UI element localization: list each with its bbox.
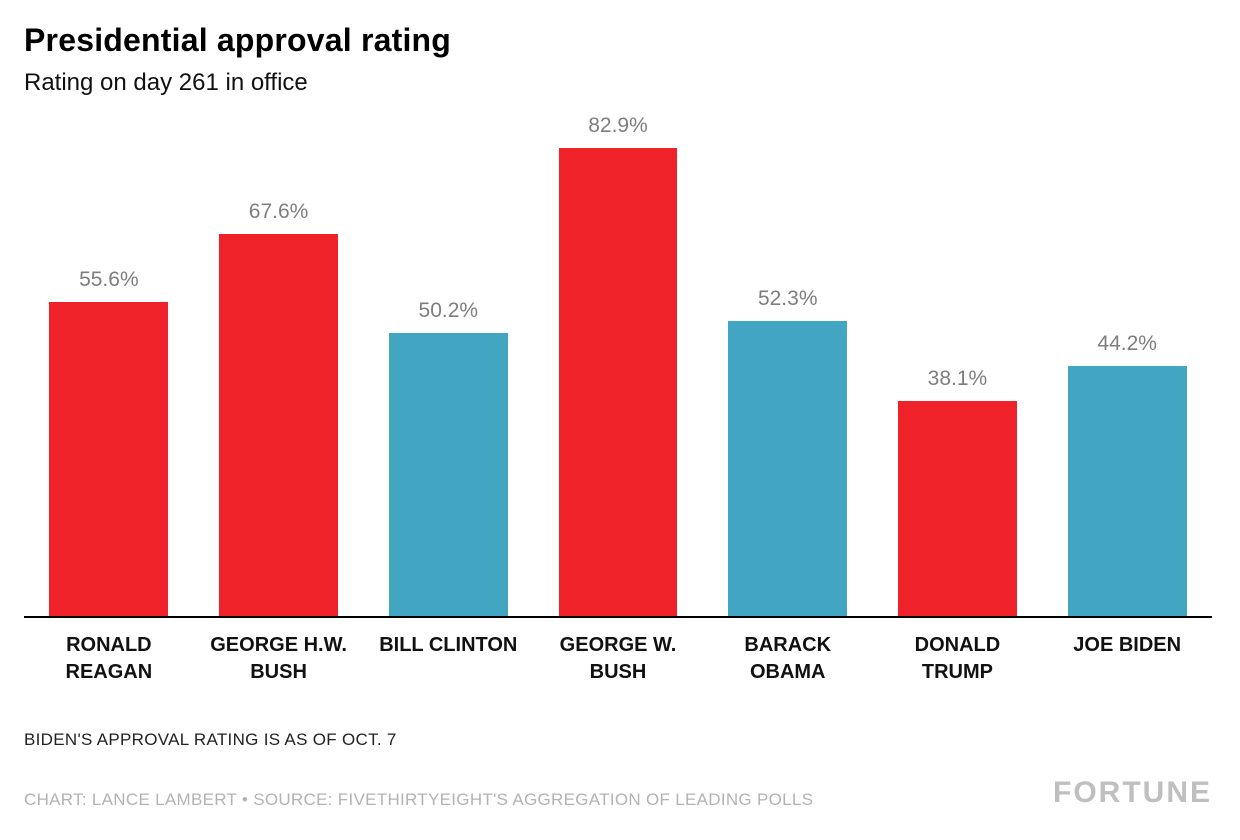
axis-label: RONALD REAGAN (65, 634, 153, 683)
axis-label: GEORGE H.W. BUSH (210, 634, 347, 683)
bar (49, 302, 169, 616)
chart-note: BIDEN'S APPROVAL RATING IS AS OF OCT. 7 (24, 730, 397, 749)
bar (898, 401, 1017, 616)
bar-column: 55.6% (24, 268, 194, 616)
axis-label: BILL CLINTON (379, 634, 518, 656)
bar-column: 44.2% (1042, 332, 1212, 616)
bar (558, 148, 678, 616)
bar-column: 50.2% (363, 299, 533, 616)
bar (388, 333, 508, 616)
bar-value-label: 82.9% (588, 114, 648, 137)
page-title: Presidential approval rating (24, 22, 452, 58)
axis-label: GEORGE W. BUSH (559, 634, 677, 683)
fortune-logo: FORTUNE (1053, 776, 1212, 809)
axis-label: DONALD TRUMP (914, 634, 1001, 683)
bar (219, 234, 338, 616)
bar-value-label: 52.3% (757, 287, 818, 310)
bar-value-label: 67.6% (248, 200, 309, 223)
bar-value-label: 55.6% (79, 268, 139, 291)
bar-column: 52.3% (703, 287, 873, 616)
credit-line: CHART: LANCE LAMBERT • SOURCE: FIVETHIRT… (24, 790, 814, 809)
bar-column: 67.6% (194, 200, 364, 616)
bar (728, 321, 848, 616)
page-subtitle: Rating on day 261 in office (24, 69, 308, 96)
chart-plot: 55.6% 67.6% 50.2% 82.9% 52.3% 38.1% 44.2% (24, 113, 1212, 618)
bar (1067, 366, 1187, 616)
axis-label: BARACK OBAMA (744, 634, 832, 683)
bar-column: 82.9% (533, 114, 703, 616)
bar-value-label: 44.2% (1097, 332, 1157, 355)
bar-value-label: 38.1% (927, 367, 988, 390)
axis-labels: RONALD REAGAN GEORGE H.W. BUSH BILL CLINTON G… (24, 618, 1212, 686)
bar-value-label: 50.2% (418, 299, 479, 322)
axis-label: JOE BIDEN (1073, 634, 1182, 656)
bar-column: 38.1% (873, 367, 1043, 616)
footer-row: CHART: LANCE LAMBERT • SOURCE: FIVETHIRT… (24, 776, 1212, 810)
